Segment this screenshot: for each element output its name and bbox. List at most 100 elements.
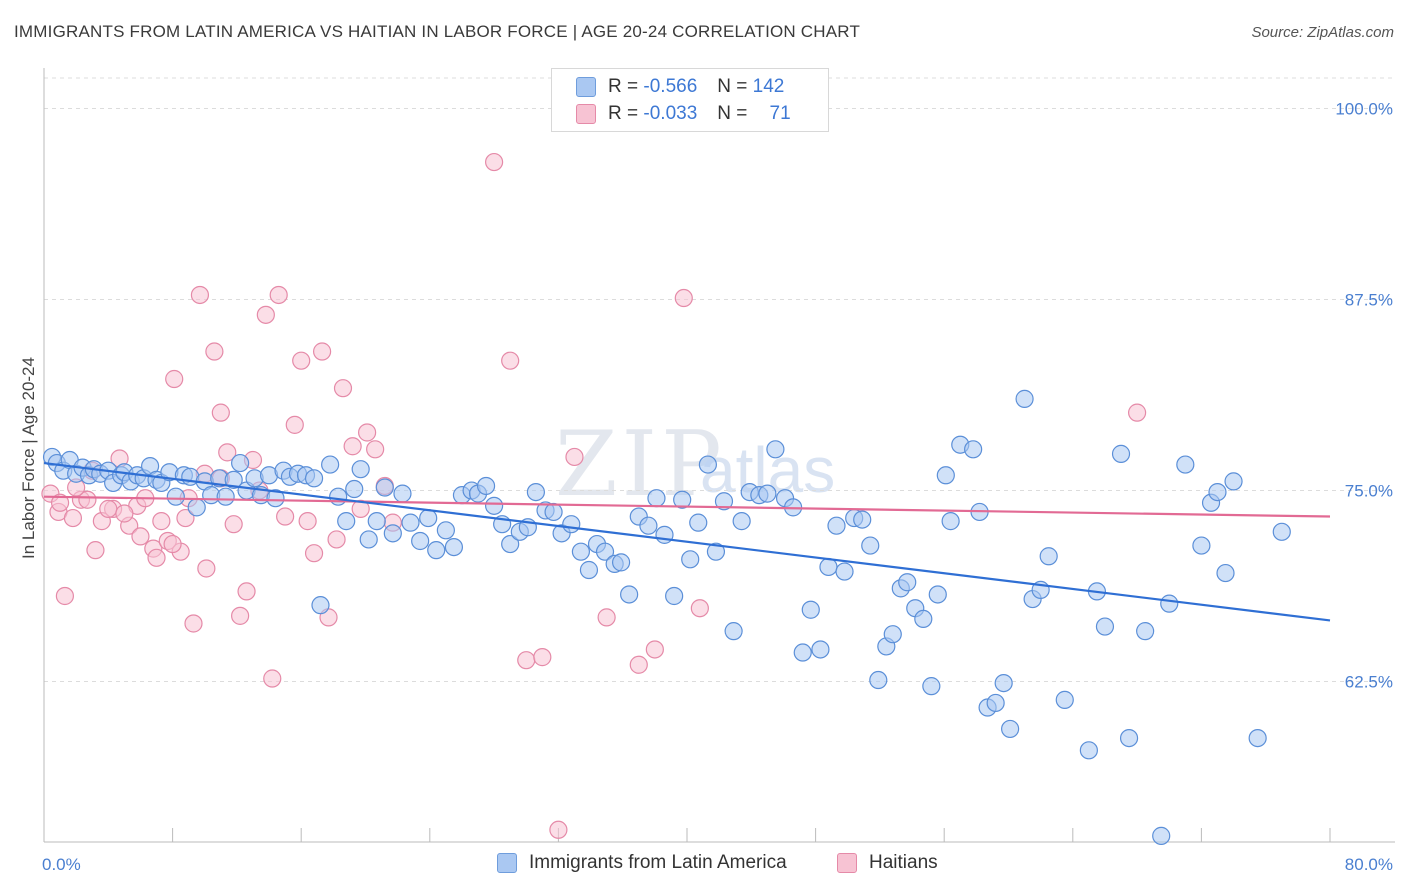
data-point	[485, 152, 504, 172]
data-point	[565, 447, 584, 467]
data-point	[115, 504, 134, 523]
data-point	[367, 512, 386, 531]
n-value: 142	[752, 76, 785, 97]
data-point	[620, 585, 639, 604]
r-label: R =	[608, 103, 639, 124]
data-point	[285, 415, 304, 434]
data-point	[211, 403, 230, 422]
data-point	[1039, 547, 1058, 566]
data-point	[690, 599, 709, 618]
data-point	[827, 516, 846, 535]
data-point	[597, 608, 616, 627]
data-point	[1079, 741, 1098, 760]
data-point	[936, 466, 955, 485]
data-point	[928, 585, 947, 604]
watermark-zip: ZIP	[555, 412, 726, 517]
data-point	[611, 553, 631, 572]
data-point	[835, 562, 854, 581]
data-point	[645, 640, 664, 659]
y-tick-labels: 100.0% 87.5% 75.0% 62.5%	[1335, 100, 1393, 692]
data-point	[224, 470, 243, 489]
data-point	[1127, 403, 1147, 422]
legend-label: Haitians	[869, 852, 938, 873]
data-point	[292, 351, 311, 370]
data-point	[321, 455, 340, 474]
data-point	[517, 651, 536, 670]
data-point	[166, 487, 185, 506]
data-point	[1152, 826, 1171, 845]
legend-row-latin-america: R = -0.566 N = 142	[576, 76, 784, 98]
data-point	[706, 542, 726, 561]
pink-swatch-icon	[576, 104, 596, 124]
data-point	[375, 478, 394, 497]
data-point	[1176, 455, 1195, 474]
haitians-trend-line	[43, 495, 1331, 518]
data-point	[673, 490, 692, 509]
data-point	[819, 557, 838, 577]
data-point	[674, 288, 693, 308]
haitians-points	[41, 152, 1147, 839]
legend-row-haitians: R = -0.033 N = 71	[576, 103, 791, 125]
data-point	[1111, 444, 1131, 463]
x-tick-label-max: 80.0%	[1345, 855, 1393, 874]
data-point	[163, 534, 182, 554]
r-label: R =	[608, 76, 639, 97]
data-point	[231, 453, 250, 473]
data-point	[366, 440, 385, 459]
n-value: 71	[769, 103, 791, 124]
data-point	[312, 342, 332, 361]
data-point	[358, 423, 377, 442]
correlation-legend: R = -0.566 N = 142 R = -0.033 N = 71	[551, 68, 829, 132]
data-point	[869, 670, 888, 690]
data-point	[383, 524, 402, 543]
data-point	[218, 443, 237, 462]
chart-source: Source: ZipAtlas.com	[1251, 24, 1394, 41]
blue-swatch-icon	[497, 853, 517, 873]
data-point	[197, 559, 216, 578]
data-point	[1136, 622, 1155, 641]
data-point	[190, 285, 210, 305]
data-point	[99, 499, 118, 518]
data-point	[55, 586, 74, 606]
data-point	[689, 513, 708, 532]
data-point	[526, 482, 545, 502]
legend-item-haitians: Haitians	[837, 852, 938, 874]
data-point	[639, 516, 658, 535]
data-point	[50, 493, 70, 512]
data-point	[263, 669, 282, 688]
data-point	[184, 614, 203, 633]
data-point	[724, 622, 743, 641]
data-point	[501, 351, 520, 370]
legend-label: Immigrants from Latin America	[529, 852, 787, 873]
data-point	[343, 437, 362, 456]
y-tick-label: 87.5%	[1345, 291, 1393, 310]
legend-item-latin-america: Immigrants from Latin America	[497, 852, 787, 874]
trend-lines	[43, 461, 1331, 622]
data-point	[861, 536, 880, 555]
data-point	[1224, 472, 1243, 491]
data-point	[147, 548, 166, 567]
data-point	[311, 596, 330, 615]
data-point	[501, 534, 520, 554]
data-point	[1095, 617, 1115, 636]
y-tick-label: 75.0%	[1345, 482, 1393, 501]
data-point	[237, 582, 256, 601]
watermark: ZIP atlas	[555, 412, 835, 517]
data-point	[1160, 594, 1179, 613]
data-point	[436, 521, 455, 540]
data-point	[1192, 536, 1211, 555]
data-point	[359, 530, 378, 549]
data-point	[811, 640, 830, 659]
data-point	[941, 512, 960, 531]
x-tick-label-min: 0.0%	[42, 855, 81, 874]
blue-swatch-icon	[576, 77, 596, 97]
data-point	[1216, 563, 1235, 583]
data-point	[276, 507, 295, 526]
data-point	[216, 487, 235, 506]
data-point	[986, 693, 1005, 713]
data-point	[579, 560, 599, 580]
data-point	[549, 820, 568, 839]
n-label: N =	[717, 76, 748, 97]
data-point	[595, 542, 615, 561]
y-axis-label: In Labor Force | Age 20-24	[19, 357, 38, 559]
